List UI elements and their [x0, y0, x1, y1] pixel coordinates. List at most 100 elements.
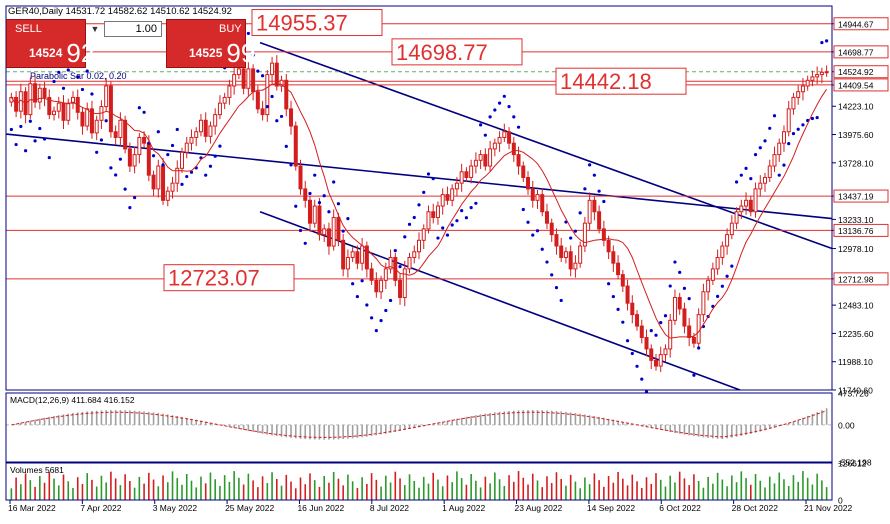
- lot-decrease-icon[interactable]: ▼: [90, 24, 100, 34]
- candle-body: [33, 83, 38, 103]
- candle-body: [265, 74, 270, 116]
- candle-body: [203, 119, 208, 137]
- time-axis-label: 23 Aug 2022: [515, 503, 563, 513]
- sar-dot: [801, 123, 805, 127]
- candle-body: [706, 279, 711, 293]
- candle-body: [213, 114, 218, 127]
- sar-dot: [791, 131, 796, 136]
- candle-body: [511, 142, 516, 156]
- sar-dot: [493, 108, 497, 112]
- candle-body: [431, 211, 436, 218]
- sar-dot: [417, 203, 421, 207]
- sar-dot: [114, 173, 118, 177]
- sar-dot: [412, 215, 416, 220]
- sar-dot: [820, 40, 824, 45]
- sar-dot: [455, 219, 459, 223]
- candle-body: [616, 262, 621, 276]
- sar-dot: [66, 68, 70, 72]
- candle-body: [696, 314, 701, 344]
- buy-price-big: 99: [226, 38, 256, 68]
- candle-body: [360, 245, 365, 264]
- sar-dot: [663, 314, 668, 318]
- sar-dot: [512, 115, 516, 119]
- sar-dot: [270, 94, 274, 99]
- candle-body: [146, 142, 151, 176]
- candle-body: [810, 76, 815, 81]
- sar-dot: [398, 265, 402, 269]
- sar-dot: [682, 286, 687, 290]
- buy-button[interactable]: BUY 14525 99: [166, 19, 255, 68]
- price-axis-label: 13975.60: [838, 130, 874, 140]
- sar-dot: [275, 119, 279, 123]
- sar-dot: [38, 126, 42, 131]
- sar-dot: [483, 133, 487, 137]
- sell-button[interactable]: SELL 14524 92: [6, 19, 95, 68]
- candle-body: [246, 68, 251, 89]
- sar-dot: [61, 86, 66, 90]
- volume-axis-label: 0: [838, 496, 843, 506]
- sar-dot: [298, 228, 303, 233]
- candle-body: [601, 228, 606, 241]
- sar-dot: [507, 104, 511, 109]
- sar-dot: [76, 75, 80, 79]
- price-pane-frame: [5, 5, 833, 391]
- candle-body: [488, 148, 493, 167]
- sar-dot: [294, 204, 298, 208]
- sar-dot: [469, 206, 473, 210]
- sar-dot: [479, 123, 483, 127]
- volume-label: Volumes 5681: [10, 465, 64, 475]
- sar-dot: [384, 308, 388, 313]
- candle-body: [435, 205, 440, 218]
- price-axis-label: 12978.10: [838, 244, 874, 254]
- macd-pane-frame: [5, 392, 833, 463]
- sell-price-prefix: 14524: [29, 46, 63, 60]
- sar-dot: [128, 206, 132, 210]
- sar-dot: [189, 170, 194, 174]
- sar-dot: [180, 182, 184, 186]
- price-annotation-box: [555, 67, 687, 95]
- sar-dot: [109, 166, 113, 170]
- sar-dot: [303, 241, 307, 245]
- candle-body: [270, 62, 275, 76]
- sar-dot: [559, 298, 563, 303]
- sar-dot: [734, 180, 739, 184]
- sar-dot: [142, 110, 146, 114]
- candle-body: [42, 87, 47, 98]
- sar-dot: [346, 217, 350, 221]
- candle-body: [639, 325, 644, 338]
- price-annotation-text: 14955.37: [256, 11, 348, 36]
- time-axis-label: 3 May 2022: [153, 503, 198, 513]
- sar-dot: [588, 163, 592, 167]
- candle-body: [52, 110, 57, 116]
- candle-body: [454, 182, 459, 190]
- time-axis-label: 8 Jul 2022: [370, 503, 409, 513]
- sar-dot: [289, 163, 293, 167]
- price-level-box: [833, 45, 889, 59]
- sar-dot: [640, 377, 644, 381]
- candle-body: [568, 251, 573, 270]
- price-annotation-box: [163, 264, 295, 292]
- candle-body: [198, 119, 203, 133]
- candle-body: [587, 199, 592, 224]
- candle-body: [663, 348, 668, 356]
- candle-body: [819, 71, 824, 76]
- candle-body: [554, 234, 559, 247]
- sar-dot: [758, 146, 762, 150]
- candle-body: [573, 262, 578, 270]
- candle-body: [113, 131, 118, 138]
- candle-body: [824, 71, 829, 74]
- lot-size-input[interactable]: 1.00: [104, 21, 162, 37]
- sar-dot: [137, 106, 141, 110]
- sar-dot: [332, 180, 336, 184]
- sar-dot: [336, 202, 341, 206]
- price-level-box: [833, 223, 889, 237]
- sar-dot: [256, 69, 260, 73]
- sar-dot: [749, 177, 753, 181]
- sar-dot: [678, 270, 682, 274]
- candle-body: [341, 239, 346, 270]
- sar-dot: [782, 163, 786, 167]
- sell-label: SELL: [15, 23, 42, 35]
- candle-body: [37, 87, 42, 103]
- sar-dot: [777, 173, 781, 177]
